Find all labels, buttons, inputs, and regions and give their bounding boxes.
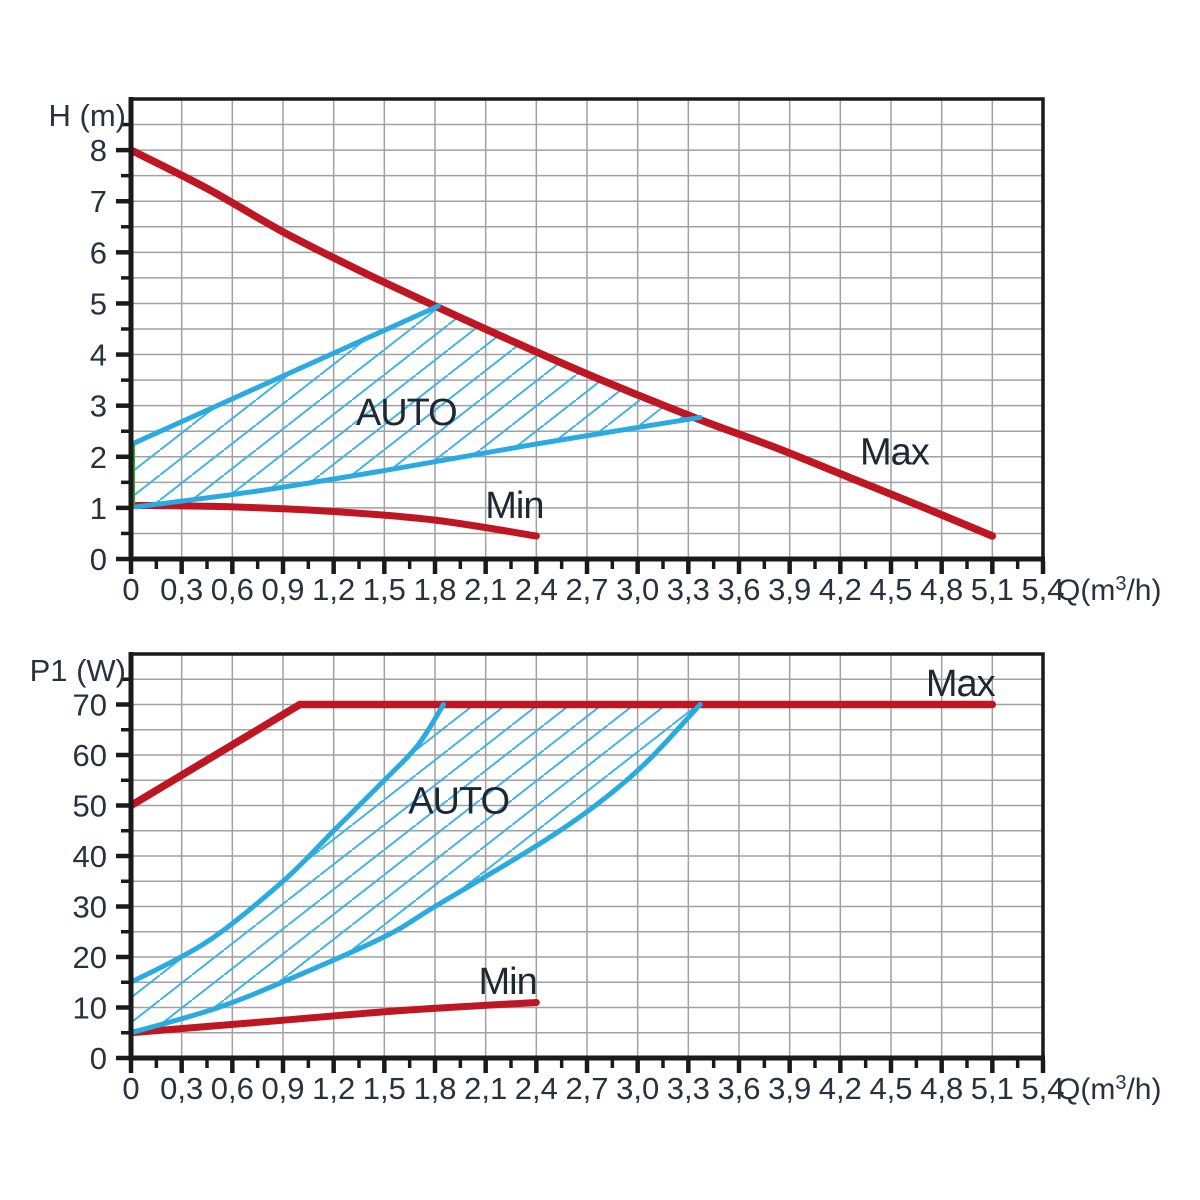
- x-tick-label: 3,3: [667, 572, 710, 607]
- y-tick-label: 0: [90, 1041, 107, 1076]
- x-tick-label: 4,8: [920, 1071, 963, 1106]
- annotation-auto: AUTO: [356, 392, 457, 434]
- y-axis-title: P1 (W): [30, 653, 126, 688]
- x-tick-label: 1,5: [363, 1071, 406, 1106]
- x-tick-label: 5,1: [971, 1071, 1014, 1106]
- y-tick-label: 8: [90, 133, 107, 168]
- x-tick-label: 4,2: [819, 1071, 862, 1106]
- y-tick-label: 1: [90, 491, 107, 526]
- x-tick-label: 0,9: [261, 572, 304, 607]
- curve-max: [130, 146, 997, 540]
- annotation-max: Max: [926, 663, 996, 705]
- x-axis-title: Q(m3/h): [1057, 1072, 1161, 1106]
- x-tick-label: 5,4: [1021, 572, 1064, 607]
- y-tick-label: 40: [73, 839, 107, 874]
- curve-max: [130, 700, 997, 810]
- y-tick-label: 60: [73, 738, 107, 773]
- y-tick-label: 5: [90, 286, 107, 321]
- y-tick-label: 7: [90, 184, 107, 219]
- x-tick-label: 0,3: [160, 572, 203, 607]
- x-tick-label: 2,4: [515, 572, 558, 607]
- ticks: [116, 122, 1046, 574]
- curve-auto-upper: [130, 303, 441, 448]
- x-tick-label: 0,3: [160, 1071, 203, 1106]
- chart-head-vs-flow: 0 0,3 0,6 0,9 1,2 1,5 1,8 2,1 2,4 2,7 3,0 3,3 3,6 3,9…: [49, 97, 1161, 607]
- x-tick-label: 2,7: [565, 1071, 608, 1106]
- x-tick-label: 4,8: [920, 572, 963, 607]
- x-tick-label: 0,6: [211, 572, 254, 607]
- x-tick-label: 3,0: [616, 572, 659, 607]
- x-tick-label: 5,1: [971, 572, 1014, 607]
- y-tick-label: 4: [90, 338, 107, 373]
- x-tick-label: 3,6: [717, 572, 760, 607]
- x-tick-label: 0: [122, 572, 139, 607]
- x-tick-label: 2,1: [464, 572, 507, 607]
- x-tick-label: 2,1: [464, 1071, 507, 1106]
- x-axis-title: Q(m3/h): [1057, 573, 1161, 607]
- annotation-min: Min: [485, 485, 543, 527]
- y-tick-label: 20: [73, 940, 107, 975]
- x-tick-label: 2,4: [515, 1071, 558, 1106]
- x-tick-label: 4,5: [869, 1071, 912, 1106]
- curve-auto-upper: [130, 702, 446, 985]
- tick-labels: 0 0,3 0,6 0,9 1,2 1,5 1,8 2,1 2,4 2,7 3,0 3,3 3,6 3,9…: [90, 133, 1065, 607]
- x-tick-label: 2,7: [565, 572, 608, 607]
- x-tick-label: 3,3: [667, 1071, 710, 1106]
- y-tick-label: 6: [90, 235, 107, 270]
- x-tick-label: 4,5: [869, 572, 912, 607]
- x-tick-label: 0: [122, 1071, 139, 1106]
- y-tick-label: 30: [73, 890, 107, 925]
- curve-auto-lower: [130, 702, 703, 1036]
- chart-power-vs-flow: 0 0,3 0,6 0,9 1,2 1,5 1,8 2,1 2,4 2,7 3,0 3,3 3,6 3,9…: [30, 652, 1161, 1107]
- x-tick-label: 1,5: [363, 572, 406, 607]
- y-tick-label: 0: [90, 542, 107, 577]
- annotation-max: Max: [860, 432, 930, 474]
- curve-min: [130, 998, 540, 1037]
- annotation-min: Min: [479, 961, 537, 1003]
- x-tick-label: 3,9: [768, 572, 811, 607]
- x-tick-label: 4,2: [819, 572, 862, 607]
- annotation-auto: AUTO: [408, 780, 509, 822]
- tick-labels: 0 0,3 0,6 0,9 1,2 1,5 1,8 2,1 2,4 2,7 3,0 3,3 3,6 3,9…: [73, 688, 1065, 1107]
- ticks: [116, 677, 1046, 1073]
- x-tick-label: 3,9: [768, 1071, 811, 1106]
- x-tick-label: 0,9: [261, 1071, 304, 1106]
- x-tick-label: 0,6: [211, 1071, 254, 1106]
- y-tick-label: 70: [73, 688, 107, 723]
- auto-region: [131, 704, 701, 1033]
- y-tick-label: 2: [90, 440, 107, 475]
- y-tick-label: 3: [90, 389, 107, 424]
- gridlines: [131, 99, 1043, 559]
- auto-region: [133, 306, 701, 507]
- x-tick-label: 3,6: [717, 1071, 760, 1106]
- curve-min: [130, 501, 540, 540]
- x-tick-label: 1,2: [312, 572, 355, 607]
- x-tick-label: 1,8: [413, 1071, 456, 1106]
- x-tick-label: 5,4: [1021, 1071, 1064, 1106]
- curve-auto-lower: [133, 414, 703, 510]
- y-tick-label: 50: [73, 789, 107, 824]
- x-tick-label: 3,0: [616, 1071, 659, 1106]
- x-tick-label: 1,8: [413, 572, 456, 607]
- y-tick-label: 10: [73, 991, 107, 1026]
- x-tick-label: 1,2: [312, 1071, 355, 1106]
- y-axis-title: H (m): [49, 98, 126, 133]
